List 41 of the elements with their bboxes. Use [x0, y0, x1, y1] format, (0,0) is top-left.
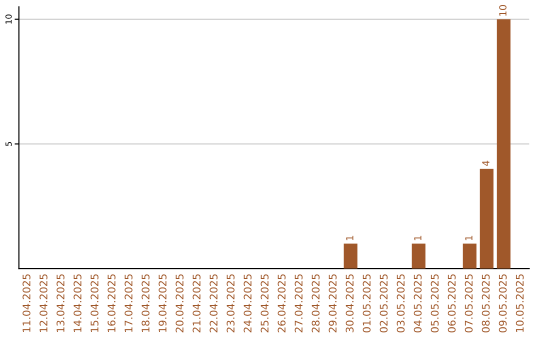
x-tick-label: 01.05.2025: [362, 274, 371, 332]
x-tick-label: 23.04.2025: [226, 274, 235, 332]
bar: [412, 244, 426, 269]
x-tick-label: 15.04.2025: [90, 274, 98, 332]
x-tick-label: 25.04.2025: [260, 274, 269, 332]
bar: [496, 19, 510, 269]
x-tick-label: 05.05.2025: [430, 274, 439, 332]
x-tick-label: 04.05.2025: [414, 274, 422, 332]
data-label: 1: [414, 236, 422, 240]
x-tick-label: 26.04.2025: [278, 274, 286, 332]
x-tick-label: 21.04.2025: [192, 274, 201, 332]
x-tick-label: 18.04.2025: [142, 274, 150, 332]
bar: [344, 244, 358, 269]
x-tick-label: 30.04.2025: [346, 274, 354, 332]
x-tick-label: 29.04.2025: [328, 274, 337, 332]
data-label: 1: [465, 236, 472, 240]
x-tick-label: 24.04.2025: [244, 274, 252, 332]
x-tick-label: 19.04.2025: [158, 274, 167, 332]
x-tick-label: 10.05.2025: [516, 274, 524, 332]
x-tick-label: 20.04.2025: [176, 274, 184, 332]
bar: [462, 244, 476, 269]
x-tick-label: 16.04.2025: [108, 274, 116, 332]
data-label: 4: [482, 160, 490, 166]
x-tick-label: 12.04.2025: [40, 274, 48, 332]
x-tick-label: 13.04.2025: [56, 274, 64, 332]
x-tick-label: 09.05.2025: [498, 274, 507, 332]
x-tick-label: 06.05.2025: [448, 274, 456, 332]
x-tick-label: 03.05.2025: [396, 274, 405, 332]
x-tick-label: 02.05.2025: [380, 274, 388, 332]
x-tick-label: 17.04.2025: [124, 274, 132, 332]
x-tick-label: 07.05.2025: [464, 274, 473, 332]
y-tick-label: 5: [6, 142, 12, 146]
bar: [480, 168, 494, 269]
data-label: 1: [346, 236, 354, 240]
x-tick-label: 11.04.2025: [22, 274, 30, 332]
x-tick-label: 22.04.2025: [210, 274, 218, 332]
data-label: 10: [499, 5, 507, 16]
x-tick-label: 27.04.2025: [294, 274, 303, 332]
x-tick-label: 28.04.2025: [312, 274, 320, 332]
x-tick-label: 14.04.2025: [74, 274, 82, 332]
x-tick-label: 08.05.2025: [482, 274, 490, 332]
